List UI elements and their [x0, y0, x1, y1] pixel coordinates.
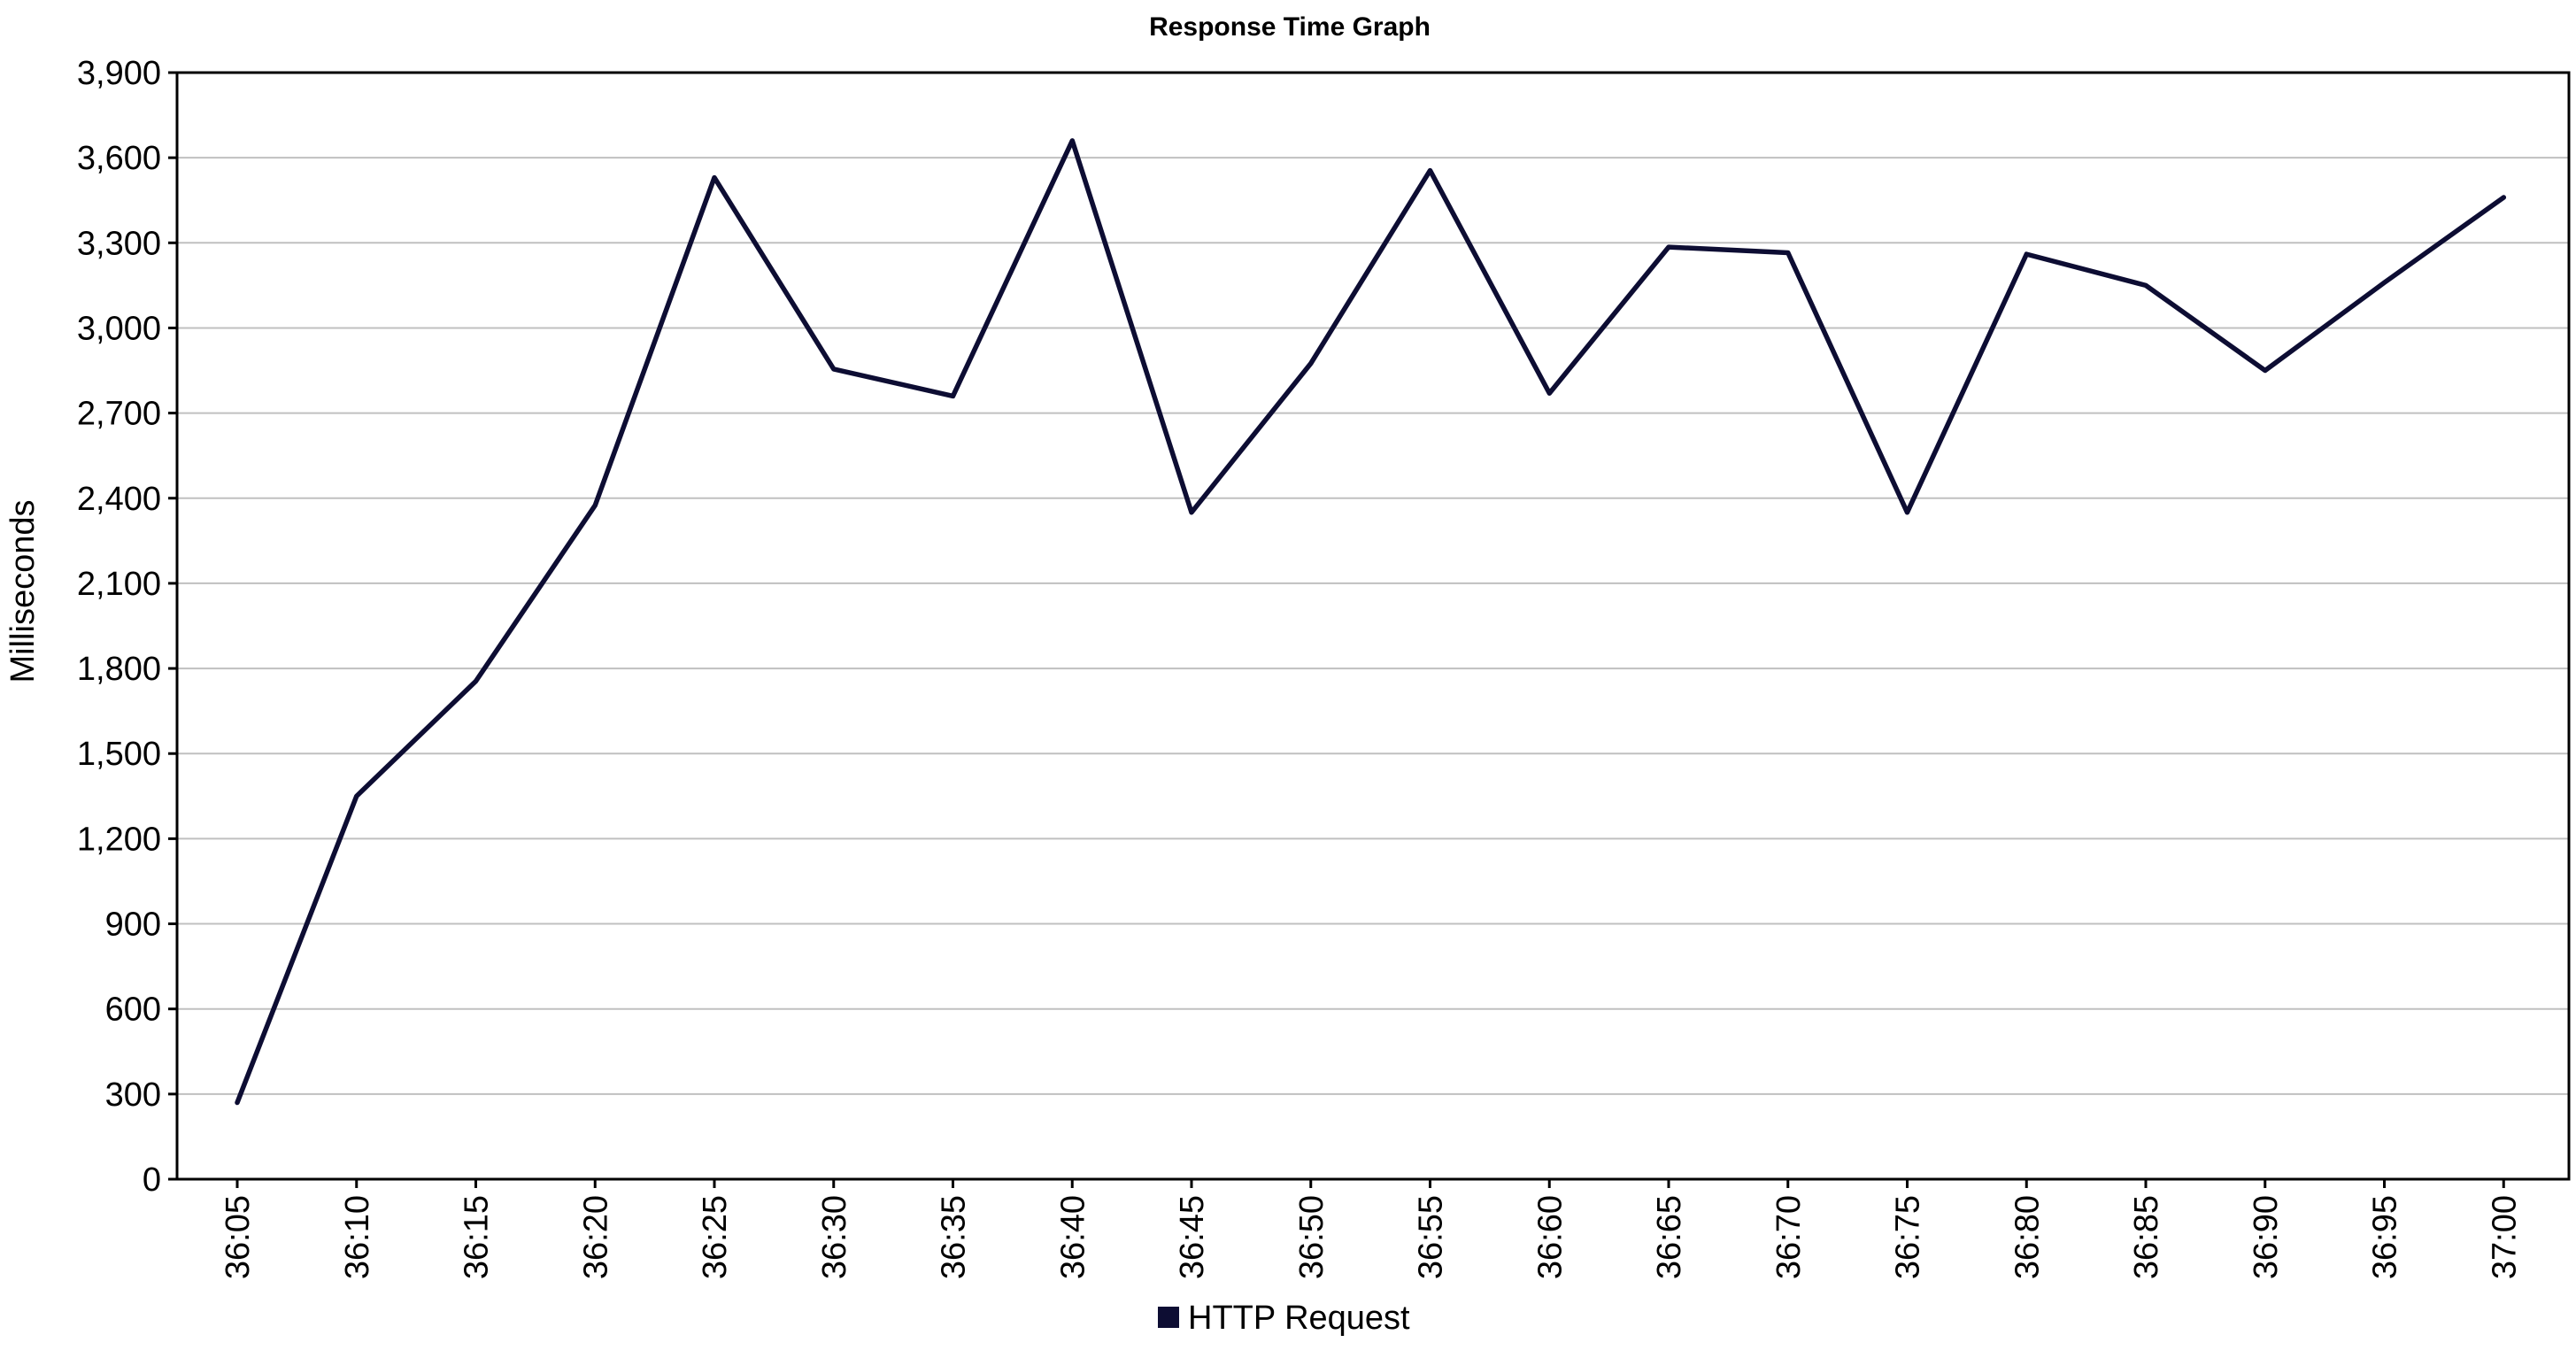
- y-tick-label: 0: [143, 1161, 161, 1199]
- legend-label: HTTP Request: [1188, 1300, 1410, 1337]
- x-tick-label: 36:65: [1651, 1195, 1688, 1279]
- series-line-0: [235, 138, 2507, 1106]
- x-tick-label: 36:85: [2128, 1195, 2165, 1279]
- x-tick-label: 36:25: [697, 1195, 734, 1279]
- x-tick-label: 37:00: [2486, 1195, 2523, 1279]
- plot-area: [175, 71, 2571, 1181]
- y-tick-label: 300: [105, 1076, 161, 1114]
- x-tick-label: 36:70: [1770, 1195, 1808, 1279]
- x-tick-label: 36:80: [2009, 1195, 2046, 1279]
- x-tick-label: 36:05: [220, 1195, 257, 1279]
- legend: HTTP Request: [1158, 1300, 1410, 1337]
- x-axis-ticks: 36:05 36:10 36:15 36:20 36:25 36:30 36:35 36:40…: [220, 1179, 2523, 1279]
- y-tick-label: 2,700: [77, 396, 161, 433]
- x-tick-label: 36:90: [2248, 1195, 2285, 1279]
- x-tick-label: 36:40: [1054, 1195, 1091, 1279]
- y-tick-label: 3,600: [77, 140, 161, 177]
- x-tick-label: 36:15: [459, 1195, 496, 1279]
- y-tick-label: 3,300: [77, 225, 161, 262]
- y-tick-label: 2,400: [77, 481, 161, 518]
- x-tick-label: 36:50: [1293, 1195, 1330, 1279]
- y-tick-label: 600: [105, 991, 161, 1029]
- x-tick-label: 36:10: [339, 1195, 376, 1279]
- x-tick-label: 36:35: [936, 1195, 973, 1279]
- x-tick-label: 36:30: [816, 1195, 853, 1279]
- y-axis-label: Milliseconds: [4, 500, 42, 683]
- x-tick-label: 36:55: [1413, 1195, 1450, 1279]
- y-tick-label: 1,800: [77, 651, 161, 688]
- y-axis-ticks: 0 300 600 900 1,200 1,500 1,800 2,100 2,400 2,700…: [77, 55, 177, 1199]
- x-tick-label: 36:95: [2367, 1195, 2404, 1279]
- x-tick-label: 36:20: [577, 1195, 614, 1279]
- x-tick-label: 36:75: [1890, 1195, 1927, 1279]
- y-tick-label: 1,500: [77, 736, 161, 773]
- gridlines: [177, 157, 2569, 1095]
- legend-swatch: [1158, 1307, 1179, 1328]
- y-tick-label: 3,900: [77, 55, 161, 92]
- chart-title: Response Time Graph: [1149, 12, 1431, 42]
- y-tick-label: 2,100: [77, 566, 161, 603]
- y-tick-label: 3,000: [77, 310, 161, 347]
- series-layer: [235, 138, 2507, 1106]
- x-tick-label: 36:45: [1174, 1195, 1211, 1279]
- y-tick-label: 1,200: [77, 821, 161, 858]
- x-tick-label: 36:60: [1531, 1195, 1569, 1279]
- y-tick-label: 900: [105, 907, 161, 944]
